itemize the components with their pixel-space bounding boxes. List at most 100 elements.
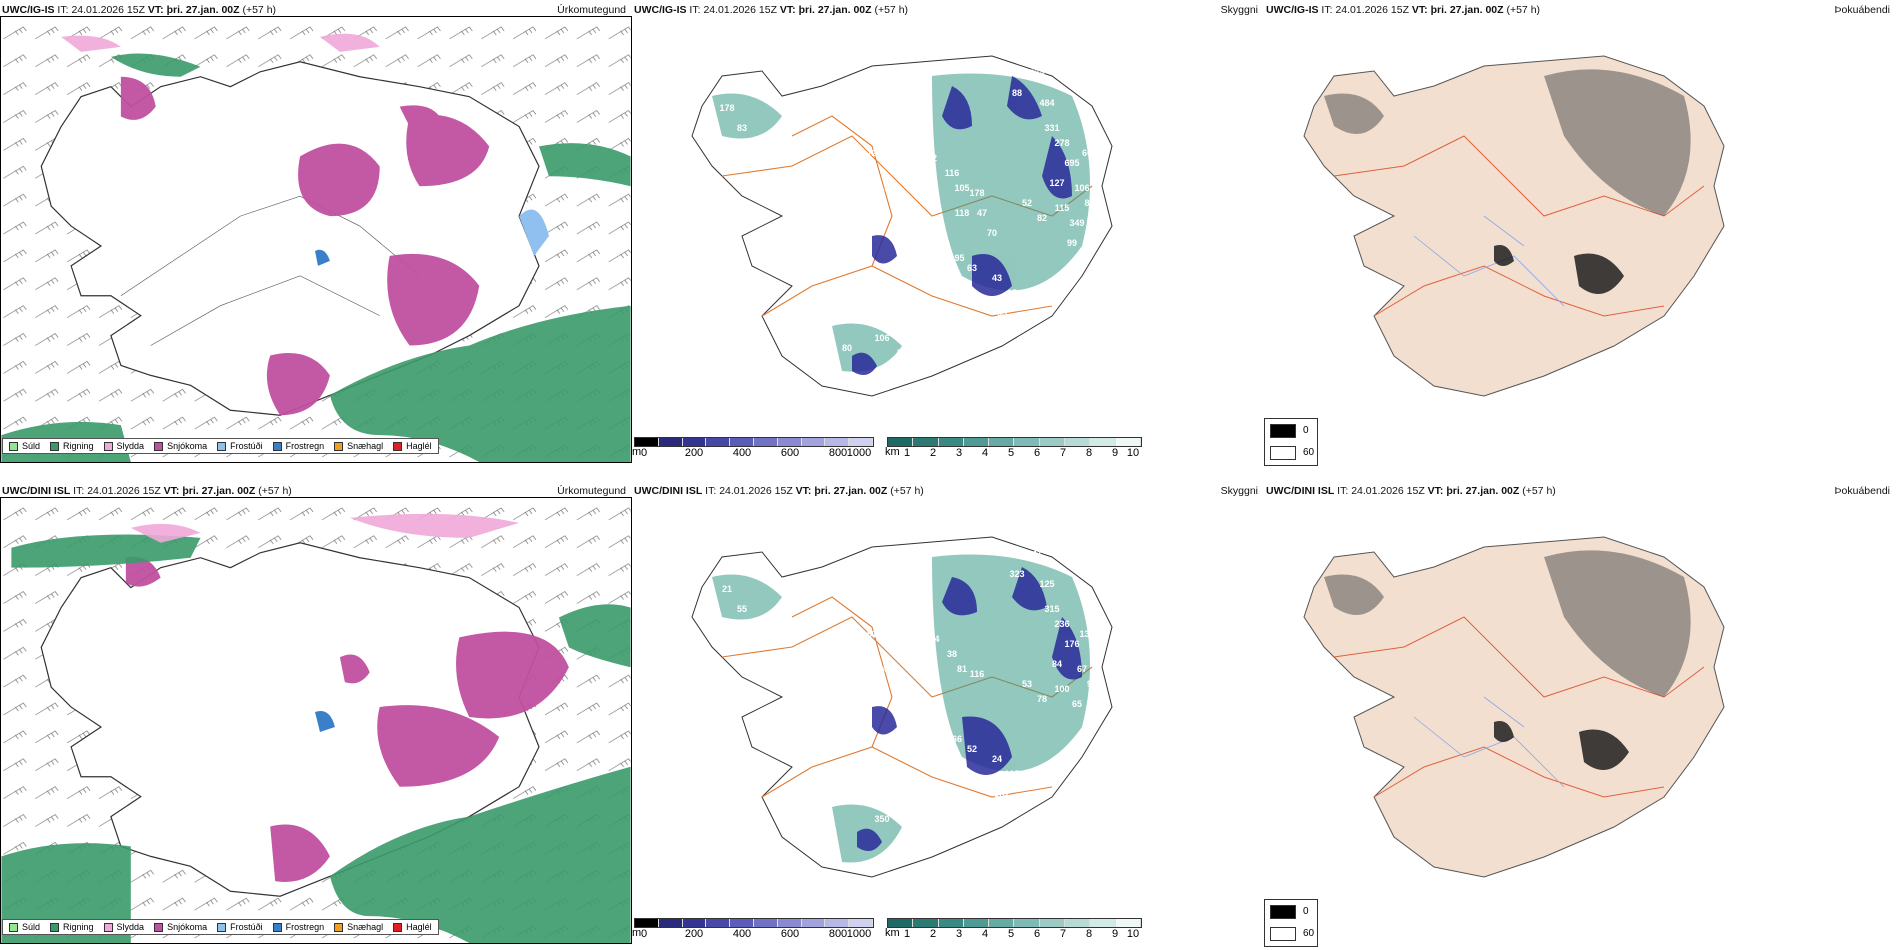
- cloud-base-label: 76: [927, 744, 937, 754]
- cloud-base-label: 116: [945, 168, 960, 178]
- colorbar-tick: 1000: [846, 447, 872, 459]
- colorbar-tick: 600: [780, 447, 800, 459]
- panel-header: UWC/IG-IS IT: 24.01.2026 15Z VT: þri. 27…: [2, 4, 277, 16]
- cloud-base-label: 69: [907, 704, 917, 714]
- cloud-base-label: 72: [867, 148, 877, 158]
- cloud-base-label: 695: [1064, 158, 1079, 168]
- cloud-base-label: 89: [892, 639, 902, 649]
- cloud-base-label: 61: [867, 629, 877, 639]
- legend-item-freezing-drizzle: Frostúði: [217, 922, 263, 932]
- cloud-base-label: 99: [1067, 238, 1077, 248]
- cloud-base-label: 115: [1055, 203, 1070, 213]
- colorbar-tick: 200: [684, 928, 704, 940]
- cloud-base-label: 84: [1052, 659, 1062, 669]
- fog-panel-bottom: UWC/DINI ISL IT: 24.01.2026 15Z VT: þri.…: [1264, 481, 1896, 947]
- cloud-base-label: 97: [1087, 679, 1097, 689]
- colorbar-tick: 9: [1111, 928, 1119, 940]
- cloud-base-label: 66: [952, 734, 962, 744]
- cloud-base-label: 57: [897, 348, 907, 358]
- legend-item-snow: Snjókoma: [154, 441, 207, 451]
- cloud-base-label: 484: [1039, 98, 1054, 108]
- cloud-base-label: 47: [977, 208, 987, 218]
- colorbar-tick: 800: [828, 928, 848, 940]
- legend-item-drizzle: Súld: [9, 441, 40, 451]
- colorbar-tick: 800: [828, 447, 848, 459]
- colorbar-tick: 9: [1111, 447, 1119, 459]
- cloud-base-label: 82: [1037, 213, 1047, 223]
- colorbar-tick: 7: [1059, 928, 1067, 940]
- cloud-base-label: 68: [927, 263, 937, 273]
- cloud-base-label: 52: [1022, 198, 1032, 208]
- legend-item-snow-pellets: Snæhagl: [334, 922, 383, 932]
- colorbar-tick: 0: [640, 447, 648, 459]
- visibility-panel-top: UWC/IG-IS IT: 24.01.2026 15Z VT: þri. 27…: [632, 0, 1264, 465]
- cloud-base-label: 349: [1069, 218, 1084, 228]
- cloud-base-label: 178: [969, 188, 984, 198]
- panel-title: Þokuábendi: [1834, 485, 1890, 497]
- legend-item-sleet: Slydda: [103, 441, 144, 451]
- cloud-base-label: 195: [1004, 769, 1019, 779]
- legend-item-drizzle: Súld: [9, 922, 40, 932]
- colorbar-tick: 200: [684, 447, 704, 459]
- colorbar-unit: km: [885, 927, 900, 939]
- panel-title: Þokuábendi: [1834, 4, 1890, 16]
- cloud-base-label: 116: [970, 669, 985, 679]
- colorbar-tick: 8: [1085, 447, 1093, 459]
- cloud-base-label: 52: [967, 744, 977, 754]
- fog-legend: 0 60: [1264, 899, 1318, 947]
- colorbar-tick: 2: [929, 447, 937, 459]
- cloud-base-label: 124: [924, 634, 939, 644]
- legend-item-freezing-rain: Frostregn: [272, 441, 324, 451]
- cloud-base-label: 115: [875, 183, 890, 193]
- cloud-base-label: 800: [1084, 198, 1099, 208]
- colorbar-tick: 8: [1085, 928, 1093, 940]
- precip-map: [0, 16, 632, 463]
- fog-legend: 0 60: [1264, 418, 1318, 466]
- cloud-base-label: 331: [1044, 123, 1059, 133]
- cloud-base-label: 76: [922, 133, 932, 143]
- cloud-base-label: 81: [957, 664, 967, 674]
- cloud-base-label: 182: [994, 789, 1009, 799]
- cloud-base-label: 77: [892, 208, 902, 218]
- colorbar-tick: 4: [981, 447, 989, 459]
- cloud-base-label: 88: [1012, 88, 1022, 98]
- cloud-base-label: 323: [1009, 569, 1024, 579]
- colorbar-tick: 5: [1007, 928, 1015, 940]
- cloud-base-label: 67: [1077, 664, 1087, 674]
- legend-item-snow: Snjókoma: [154, 922, 207, 932]
- cloud-base-label: 134: [1079, 629, 1094, 639]
- legend-item-hail: Haglél: [393, 441, 432, 451]
- precip-panel-bottom: UWC/DINI ISL IT: 24.01.2026 15Z VT: þri.…: [0, 481, 632, 946]
- cloud-base-label: 236: [1054, 619, 1069, 629]
- precip-map: [0, 497, 632, 944]
- panel-title: Úrkomutegund: [557, 4, 626, 16]
- colorbar-tick: 7: [1059, 447, 1067, 459]
- cloud-base-label: 80: [842, 343, 852, 353]
- colorbar-tick: 400: [732, 447, 752, 459]
- cloud-base-label: 127: [1049, 178, 1064, 188]
- colorbar-tick: 6: [1033, 447, 1041, 459]
- colorbar-tick: 10: [1126, 928, 1140, 940]
- colorbar-tick: 600: [780, 928, 800, 940]
- cloud-base-label: 105: [954, 183, 969, 193]
- cloud-base-label: 50: [862, 789, 872, 799]
- colorbar-tick: 5: [1007, 447, 1015, 459]
- cloud-base-label: 178: [719, 103, 734, 113]
- cloud-base-label: 315: [1044, 604, 1059, 614]
- cloud-base-label: 83: [737, 123, 747, 133]
- fog-legend-high: 60: [1303, 928, 1315, 939]
- colorbar-tick: 4: [981, 928, 989, 940]
- cloud-base-label: 203: [934, 719, 949, 729]
- panel-header: UWC/DINI ISL IT: 24.01.2026 15Z VT: þri.…: [634, 485, 924, 497]
- cloud-base-label: 106: [874, 333, 889, 343]
- colorbar-tick: 10: [1126, 447, 1140, 459]
- cloud-base-label: 60: [1082, 148, 1092, 158]
- cloud-base-label: 70: [987, 228, 997, 238]
- cloud-base-label: 41: [1032, 549, 1042, 559]
- cloud-base-label: 274: [1029, 68, 1044, 78]
- cloud-base-label: 95: [1007, 288, 1017, 298]
- legend-item-sleet: Slydda: [103, 922, 144, 932]
- cloud-base-label: 38: [947, 649, 957, 659]
